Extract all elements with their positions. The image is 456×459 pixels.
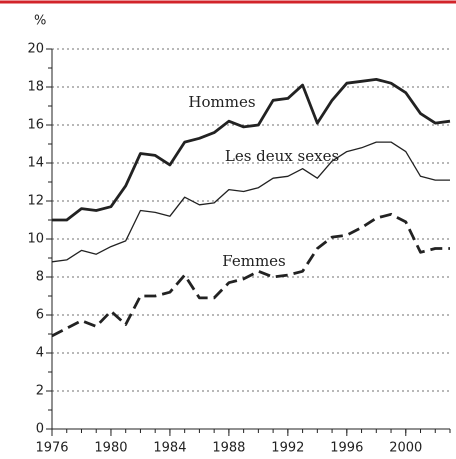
- x-tick-label: 1980: [94, 441, 127, 456]
- x-tick-label: 1988: [212, 441, 245, 456]
- y-tick-label: 0: [36, 422, 44, 437]
- y-tick-label: 8: [36, 270, 44, 285]
- x-tick-label: 1992: [271, 441, 304, 456]
- y-tick-label: 14: [27, 156, 44, 171]
- x-tick-label: 1996: [330, 441, 363, 456]
- x-tick-label: 1976: [35, 441, 68, 456]
- unit-label: %: [34, 14, 46, 29]
- x-tick-label: 1984: [153, 441, 186, 456]
- x-tick-label: 2000: [389, 441, 422, 456]
- y-tick-label: 18: [27, 80, 44, 95]
- y-tick-label: 12: [27, 194, 44, 209]
- line-0: [52, 78, 451, 222]
- y-tick-label: 16: [27, 118, 44, 133]
- y-tick-label: 10: [27, 232, 44, 247]
- y-tick-label: 20: [27, 42, 44, 57]
- y-tick-label: 6: [36, 308, 44, 323]
- y-tick-label: 4: [36, 346, 44, 361]
- y-tick-label: 2: [36, 384, 44, 399]
- series-label: Hommes: [188, 93, 255, 111]
- series-label: Les deux sexes: [225, 147, 339, 165]
- line-2: [51, 212, 450, 338]
- series-label: Femmes: [222, 252, 286, 270]
- line-1: [51, 141, 450, 263]
